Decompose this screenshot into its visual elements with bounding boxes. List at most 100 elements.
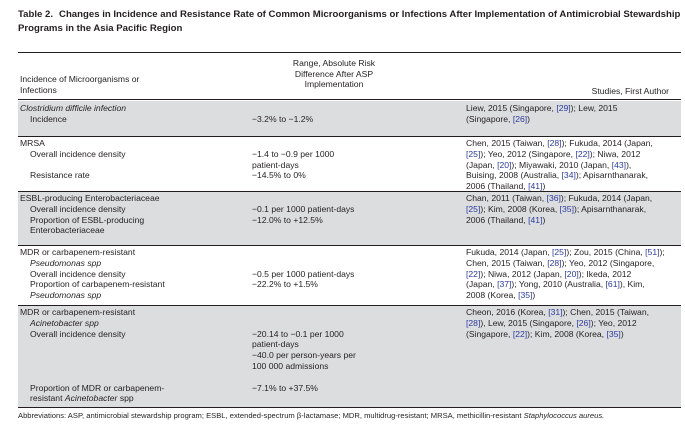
organism-line: Resistance rate <box>30 170 90 181</box>
reference-link[interactable]: [61] <box>605 279 620 290</box>
reference-link[interactable]: [28] <box>547 257 562 268</box>
reference-link[interactable]: [28] <box>466 317 481 328</box>
organism-line <box>20 350 252 361</box>
organism-line: MDR or carbapenem-resistant <box>20 307 136 317</box>
table-caption: Table 2. Changes in Incidence and Resista… <box>18 8 681 35</box>
study-text: ); Kim, 2008 (Korea, <box>480 203 560 214</box>
reference-link[interactable]: [20] <box>497 159 512 170</box>
table-bottom-rule <box>18 407 681 408</box>
studies-line: Chen, 2015 (Taiwan, [28]); Yeo, 2012 (Si… <box>466 258 681 269</box>
reference-link[interactable]: [29] <box>556 103 571 113</box>
study-text: ) <box>542 181 546 192</box>
reference-link[interactable]: [35] <box>518 290 533 301</box>
risk-difference-line: patient-days <box>252 159 299 170</box>
study-text: ); Niwa, 2012 <box>589 148 641 159</box>
reference-link[interactable]: [35] <box>606 328 621 339</box>
studies-line: [25]); Kim, 2008 (Korea, [35]); Apisarnt… <box>466 204 681 215</box>
study-text: (Singapore, <box>466 328 513 339</box>
studies-line: [22]); Niwa, 2012 (Japan, [20]); Ikeda, … <box>466 269 681 280</box>
study-text: 2008 (Korea, <box>466 290 519 301</box>
organism-line: Acinetobacter spp <box>30 317 99 328</box>
study-text: Buising, 2008 (Australia, <box>466 170 562 181</box>
organism-line: Overall incidence density <box>30 148 126 159</box>
study-text: (Singapore, <box>466 113 513 124</box>
study-text: ); Ikeda, 2012 <box>578 268 632 279</box>
risk-difference-line <box>252 247 462 258</box>
organism-line: Overall incidence density <box>30 268 126 279</box>
studies-line: Chen, 2015 (Taiwan, [28]); Fukuda, 2014 … <box>466 138 681 149</box>
risk-difference-line: −12.0% to +12.5% <box>252 214 323 225</box>
studies-line: Fukuda, 2014 (Japan, [25]); Zou, 2015 (C… <box>466 247 681 258</box>
studies-line: (Singapore, [22]); Kim, 2008 (Korea, [35… <box>466 329 681 340</box>
organism-cell: MDR or carbapenem-resistant Pseudomonas s… <box>20 247 252 301</box>
study-text: ), <box>626 159 632 170</box>
studies-line: 2006 (Thailand, [41]) <box>466 215 681 226</box>
table-row-group: MDR or carbapenem-resistant Acinetobacter… <box>18 305 681 407</box>
reference-link[interactable]: [25] <box>466 203 481 214</box>
reference-link[interactable]: [22] <box>466 268 481 279</box>
organism-line: Pseudomonas spp <box>30 257 102 268</box>
study-text: (Japan, <box>466 159 498 170</box>
table-header: Incidence of Microorganisms or Infection… <box>18 55 681 99</box>
reference-link[interactable]: [26] <box>576 317 591 328</box>
reference-link[interactable]: [51] <box>645 247 660 257</box>
reference-link[interactable]: [25] <box>552 247 567 257</box>
header-col1: Incidence of Microorganisms or Infection… <box>20 74 140 95</box>
risk-difference-cell: −1.4 to −0.9 per 1000 patient-days −14.5% … <box>252 138 462 181</box>
studies-line: Chan, 2011 (Taiwan, [36]); Fukuda, 2014 … <box>466 193 681 204</box>
organism-line: Overall incidence density <box>30 203 126 214</box>
organism-line <box>20 160 252 171</box>
risk-difference-line <box>252 138 462 149</box>
study-text: ); <box>659 247 665 257</box>
organism-line: Proportion of ESBL-producing <box>30 214 145 225</box>
reference-link[interactable]: [22] <box>575 148 590 159</box>
study-text: Fukuda, 2014 (Japan, <box>466 247 552 257</box>
risk-difference-line: −0.5 per 1000 patient-days <box>252 268 355 279</box>
study-text: ); Chen, 2015 (Taiwan, <box>562 307 649 317</box>
risk-difference-cell: −0.1 per 1000 patient-days −12.0% to +12.… <box>252 193 462 225</box>
study-text: (Japan, <box>466 279 498 290</box>
study-text: Chen, 2015 (Taiwan, <box>466 138 548 148</box>
row-separator <box>18 245 681 246</box>
study-text: ); Yeo, 2012 (Singapore, <box>561 257 655 268</box>
reference-link[interactable]: [26] <box>512 113 528 124</box>
reference-link[interactable]: [43] <box>611 159 627 170</box>
reference-link[interactable]: [22] <box>512 328 528 339</box>
reference-link[interactable]: [28] <box>547 138 562 148</box>
reference-link[interactable]: [25] <box>466 148 481 159</box>
reference-link[interactable]: [35] <box>559 203 574 214</box>
study-text: ); Apisarnthanarak, <box>573 203 647 214</box>
reference-link[interactable]: [34] <box>561 170 576 181</box>
organism-cell: MRSA Overall incidence density Resistance… <box>20 138 252 181</box>
risk-difference-cell: −0.5 per 1000 patient-days −22.2% to +1.5… <box>252 247 462 290</box>
table-number: Table 2. <box>18 9 54 20</box>
organism-line <box>20 361 252 372</box>
risk-difference-line: −1.4 to −0.9 per 1000 <box>252 148 335 159</box>
studies-cell: Chen, 2015 (Taiwan, [28]); Fukuda, 2014 … <box>466 138 681 192</box>
table-row-group: Clostridium difficile infection Incidence… <box>18 101 681 136</box>
studies-line: [25]); Yeo, 2012 (Singapore, [22]); Niwa… <box>466 149 681 160</box>
organism-line: Incidence <box>30 113 67 124</box>
study-text: ); Yong, 2010 (Australia, <box>511 279 606 290</box>
study-text: ) <box>620 328 624 339</box>
organism-line: Proportion of carbapenem-resistant <box>30 279 165 290</box>
reference-link[interactable]: [41] <box>528 181 543 192</box>
table-top-rule <box>18 52 681 53</box>
organism-line: resistant Acinetobacter spp <box>30 393 134 404</box>
reference-link[interactable]: [36] <box>546 193 561 203</box>
row-separator <box>18 305 681 306</box>
organism-line: Proportion of MDR or carbapenem- <box>30 382 165 393</box>
reference-link[interactable]: [31] <box>548 307 563 317</box>
study-text: ); Fukuda, 2014 (Japan, <box>561 138 653 148</box>
studies-cell: Liew, 2015 (Singapore, [29]); Lew, 2015(… <box>466 103 681 125</box>
study-text: ), Kim, <box>619 279 645 290</box>
reference-link[interactable]: [20] <box>564 268 579 279</box>
organism-line: Pseudomonas spp <box>30 290 102 301</box>
reference-link[interactable]: [41] <box>528 214 543 225</box>
reference-link[interactable]: [37] <box>497 279 512 290</box>
study-text: Chan, 2011 (Taiwan, <box>466 193 547 203</box>
table-footnote: Abbreviations: ASP, antimicrobial stewar… <box>18 411 605 420</box>
study-text: ) <box>532 290 536 301</box>
studies-line: 2008 (Korea, [35]) <box>466 290 681 301</box>
study-text: 2006 (Thailand, <box>466 181 529 192</box>
